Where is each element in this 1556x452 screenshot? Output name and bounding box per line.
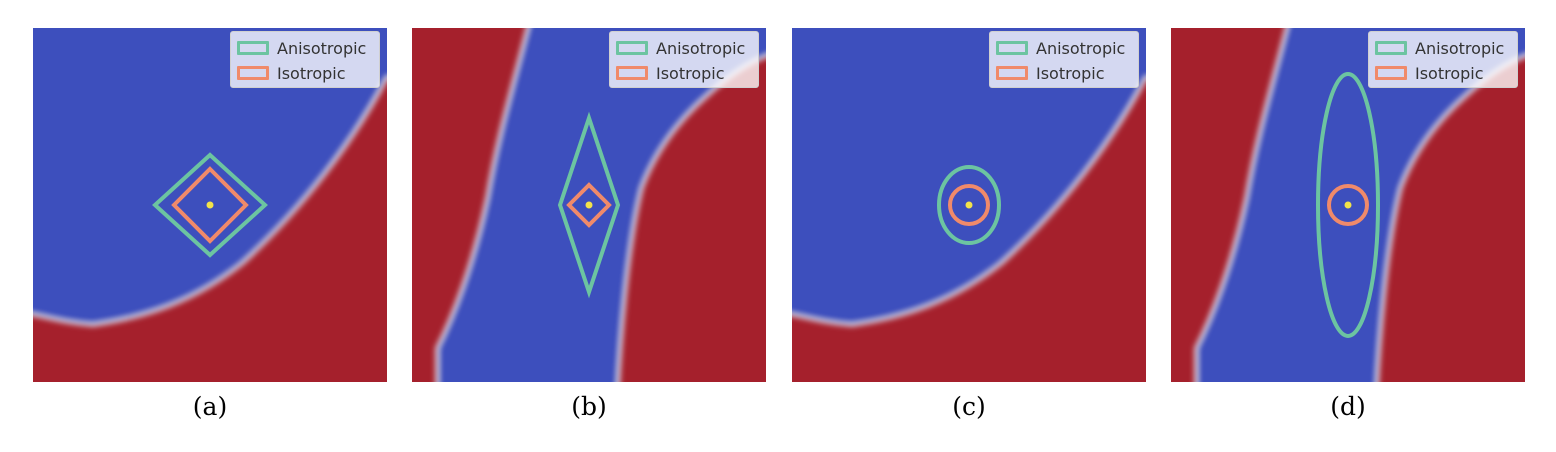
legend-label-anisotropic: Anisotropic [1036,38,1126,58]
region-blue [792,28,1146,327]
caption-a: (a) [192,392,228,421]
isotropic-swatch [1375,66,1407,80]
isotropic-swatch [996,66,1028,80]
caption-d: (d) [1330,392,1366,421]
isotropic-boundary [171,166,249,244]
anisotropic-swatch [616,41,648,55]
legend-item-anisotropic: Anisotropic [996,37,1125,59]
region-blue [1194,28,1525,382]
legend: Anisotropic Isotropic [609,31,759,88]
legend-item-anisotropic: Anisotropic [1375,37,1504,59]
panel-d: Anisotropic Isotropic [1171,28,1525,382]
anisotropic-swatch [237,41,269,55]
legend-item-isotropic: Isotropic [1375,62,1484,84]
region-blue [33,28,387,327]
legend-item-anisotropic: Anisotropic [616,37,745,59]
legend-label-isotropic: Isotropic [277,63,346,83]
isotropic-boundary [948,184,990,226]
anisotropic-boundary [1316,72,1380,338]
legend-label-anisotropic: Anisotropic [277,38,367,58]
sample-point [965,201,973,209]
anisotropic-boundary [557,111,621,299]
isotropic-boundary [566,182,612,228]
legend-label-anisotropic: Anisotropic [1415,38,1505,58]
decision-map-d [1171,28,1525,382]
anisotropic-boundary [937,165,1001,245]
sample-point [206,201,214,209]
legend-item-isotropic: Isotropic [237,62,346,84]
caption-c: (c) [952,392,986,421]
sample-point [585,201,593,209]
legend: Anisotropic Isotropic [1368,31,1518,88]
panel-a: Anisotropic Isotropic [33,28,387,382]
legend-item-anisotropic: Anisotropic [237,37,366,59]
legend: Anisotropic Isotropic [230,31,380,88]
legend-label-isotropic: Isotropic [1415,63,1484,83]
sample-point [1344,201,1352,209]
anisotropic-swatch [996,41,1028,55]
isotropic-boundary [1327,184,1369,226]
legend-item-isotropic: Isotropic [996,62,1105,84]
anisotropic-boundary [152,152,268,258]
legend-label-anisotropic: Anisotropic [656,38,746,58]
legend-item-isotropic: Isotropic [616,62,725,84]
panel-b: Anisotropic Isotropic [412,28,766,382]
legend-label-isotropic: Isotropic [1036,63,1105,83]
legend: Anisotropic Isotropic [989,31,1139,88]
legend-label-isotropic: Isotropic [656,63,725,83]
isotropic-swatch [616,66,648,80]
caption-b: (b) [571,392,607,421]
isotropic-swatch [237,66,269,80]
panel-c: Anisotropic Isotropic [792,28,1146,382]
anisotropic-swatch [1375,41,1407,55]
region-blue [435,28,766,382]
